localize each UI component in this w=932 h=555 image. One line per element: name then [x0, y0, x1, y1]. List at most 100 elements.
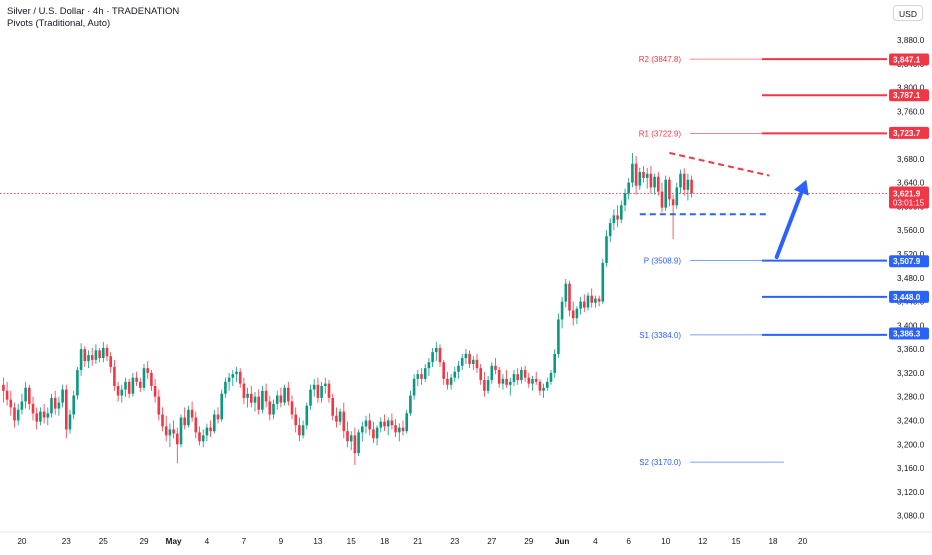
candle-body	[460, 358, 464, 366]
candle	[542, 383, 545, 398]
candle-body	[39, 411, 42, 422]
candle-body	[176, 433, 179, 445]
candle-body	[227, 377, 231, 382]
pivot-price-tag	[889, 126, 929, 139]
candle	[616, 205, 619, 228]
candle-body	[608, 223, 612, 237]
candle	[375, 425, 379, 446]
candle	[201, 429, 205, 448]
candle-body	[531, 378, 534, 384]
candle	[198, 426, 201, 446]
candle	[571, 301, 575, 326]
pivot-price-tag	[889, 327, 929, 340]
candle	[194, 411, 198, 439]
candle-body	[657, 176, 660, 192]
candle-body	[146, 368, 149, 373]
candle	[627, 177, 630, 200]
candle	[31, 396, 35, 421]
candle-body	[342, 411, 346, 432]
candle	[275, 390, 279, 410]
candle	[505, 369, 508, 388]
candle	[679, 169, 682, 194]
candle	[50, 393, 53, 418]
candle-body	[53, 397, 57, 409]
candle-body	[616, 215, 619, 220]
pivot-label: P (3508.9)	[644, 257, 682, 266]
candle-body	[398, 427, 401, 433]
candle	[235, 366, 238, 382]
y-tick-label: 3,120.0	[897, 488, 925, 497]
candle	[390, 413, 394, 430]
candle	[494, 358, 497, 375]
x-tick-label: 27	[487, 537, 497, 546]
x-tick-label: 15	[731, 537, 741, 546]
y-tick-label: 3,280.0	[897, 393, 925, 402]
candle	[579, 296, 582, 315]
candle-body	[120, 389, 124, 396]
candle	[94, 344, 98, 365]
candle-body	[153, 385, 157, 397]
candle-body	[98, 350, 101, 359]
pivot-price-tag-text: 3,448.0	[893, 293, 921, 302]
y-tick-label: 3,240.0	[897, 416, 925, 425]
candle	[42, 403, 46, 424]
candle	[597, 295, 601, 307]
candle-body	[383, 421, 386, 427]
indicator-label[interactable]: Pivots (Traditional, Auto)	[7, 18, 111, 29]
candle	[612, 209, 616, 231]
candle-body	[57, 402, 61, 409]
candle	[5, 381, 9, 406]
candle-body	[250, 393, 253, 403]
candle-body	[557, 319, 560, 354]
currency-button[interactable]: USD	[893, 5, 923, 21]
candle	[490, 362, 494, 384]
candle-body	[312, 384, 316, 390]
candle	[153, 378, 157, 403]
candle	[183, 407, 186, 430]
candle-body	[253, 396, 257, 403]
candle-body	[279, 395, 283, 403]
candle	[671, 194, 675, 240]
candle-body	[631, 163, 634, 183]
candle	[98, 347, 101, 363]
candle	[312, 378, 316, 397]
candle-body	[645, 173, 649, 178]
candle-body	[72, 395, 75, 415]
candle	[164, 415, 168, 442]
candle-body	[83, 349, 87, 362]
candle-body	[390, 420, 394, 426]
pivot-price-tag	[889, 290, 929, 303]
candle-body	[423, 368, 427, 379]
x-tick-label: 4	[205, 537, 210, 546]
candle	[638, 167, 642, 190]
candle-body	[420, 374, 423, 379]
trend-arrow-head[interactable]	[793, 179, 809, 196]
trend-arrow-shaft[interactable]	[774, 190, 804, 259]
current-price-tag	[889, 186, 929, 209]
candle-body	[372, 429, 375, 439]
candle-body	[494, 365, 497, 370]
candle-body	[527, 377, 531, 384]
candle-body	[272, 403, 275, 415]
candle-body	[290, 401, 294, 415]
x-tick-label: 4	[593, 537, 598, 546]
candle-body	[127, 381, 131, 394]
plot-background[interactable]	[0, 0, 887, 532]
candle-body	[664, 179, 667, 208]
candle-body	[601, 262, 605, 302]
candle	[301, 420, 305, 439]
candle-body	[238, 371, 242, 384]
candle-body	[671, 199, 675, 206]
candle-body	[361, 426, 364, 433]
resistance-trendline[interactable]	[669, 151, 770, 177]
candle	[368, 413, 371, 436]
candle-body	[268, 401, 272, 415]
candle	[605, 230, 608, 268]
candle	[335, 407, 338, 428]
candle	[238, 368, 242, 388]
candle	[497, 366, 501, 388]
candle	[24, 381, 27, 409]
candle-body	[679, 173, 682, 188]
